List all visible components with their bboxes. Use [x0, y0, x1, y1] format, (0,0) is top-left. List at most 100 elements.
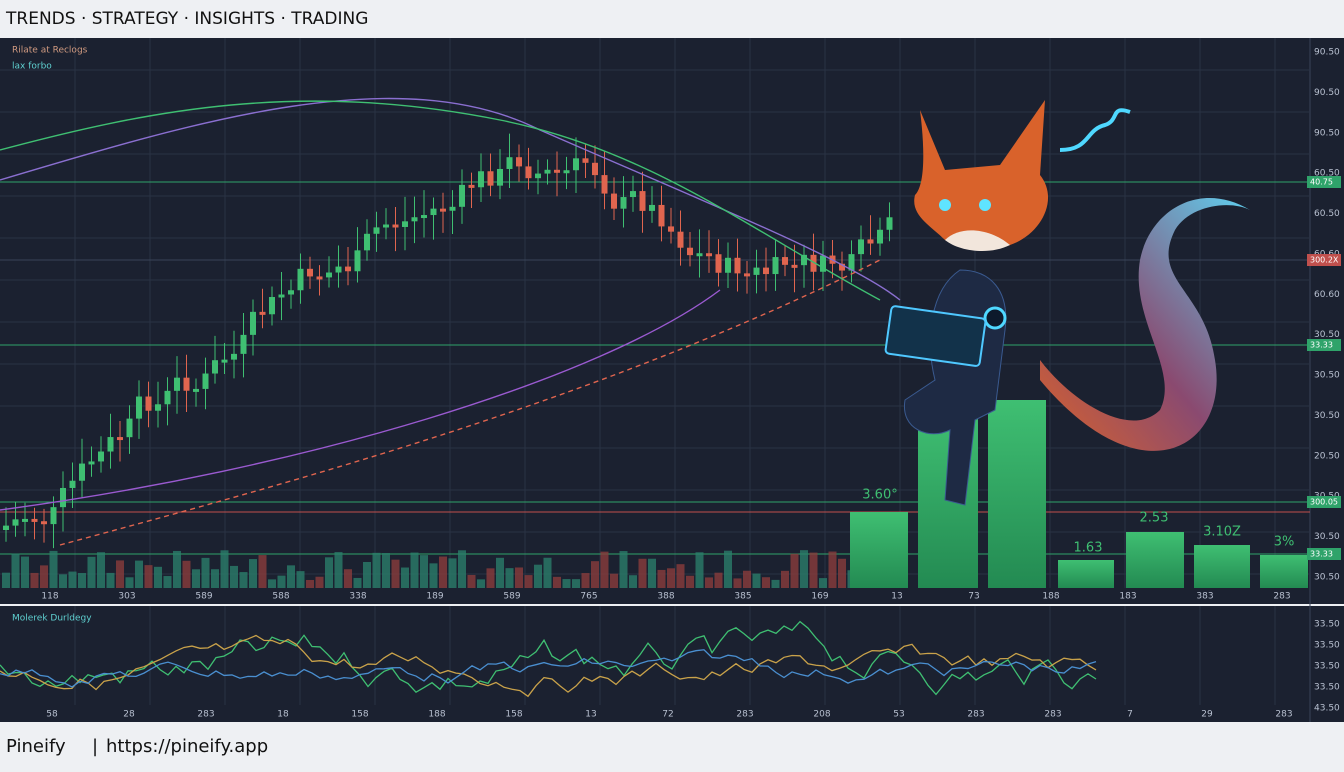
decor-volume [363, 561, 371, 588]
decor-candle [468, 184, 475, 188]
price-tag-label: 40.75 [1310, 178, 1333, 187]
decor-candle [31, 518, 38, 522]
y-tick-label: 60.50 [1314, 169, 1340, 179]
decor-candle [706, 253, 712, 257]
decor-candle [41, 521, 47, 525]
decor-candle [202, 373, 209, 389]
fox-eye [939, 199, 951, 211]
decor-volume [733, 578, 742, 588]
x-tick-label: 72 [662, 710, 673, 720]
decor-volume [638, 558, 647, 588]
decor-volume [705, 577, 713, 588]
decor-volume [543, 557, 552, 588]
decor-volume [68, 571, 77, 588]
x-tick-label: 58 [46, 710, 58, 720]
x-tick-label: 73 [968, 592, 979, 602]
decor-volume [144, 565, 153, 588]
decor-volume [714, 572, 723, 588]
y-tick-label: 30.50 [1314, 371, 1340, 381]
decor-candle [231, 353, 237, 360]
y-tick-label: 60.50 [1314, 209, 1340, 219]
decor-candle [278, 294, 285, 298]
decor-candle [506, 157, 513, 169]
decor-candle [592, 162, 598, 176]
decor-candle [402, 221, 408, 227]
fox-tablet [884, 305, 987, 367]
x-tick-label: 338 [349, 592, 366, 602]
x-tick-label: 283 [967, 710, 984, 720]
decor-volume [78, 573, 86, 588]
x-tick-label: 158 [505, 710, 522, 720]
fox-glow [1059, 108, 1131, 152]
decor-volume [258, 555, 267, 588]
decor-candle [630, 191, 636, 198]
price-tag-label: 300.05 [1310, 498, 1338, 507]
decor-candle [193, 388, 199, 392]
decor-volume [125, 577, 134, 588]
decor-candle [744, 273, 750, 277]
decor-volume [648, 558, 656, 588]
decor-volume [581, 573, 590, 588]
decor-candle [22, 518, 28, 522]
decor-volume [752, 573, 761, 588]
decor-volume [695, 552, 704, 588]
y-tick-label: 30.50 [1314, 573, 1340, 583]
decor-volume [87, 556, 96, 588]
decor-candle [250, 311, 256, 335]
decor-volume [724, 550, 732, 588]
decor-candle [240, 334, 247, 354]
decor-volume [391, 559, 400, 588]
decor-volume [629, 575, 637, 588]
fox-head [914, 100, 1049, 250]
decor-candle [155, 404, 161, 411]
decor-candle [88, 461, 95, 465]
x-tick-label: 7 [1127, 710, 1133, 720]
y-tick-label: 33.50 [1314, 620, 1340, 630]
x-tick-label: 283 [1273, 592, 1290, 602]
decor-volume [420, 555, 428, 588]
decor-candle [573, 158, 579, 171]
decor-candle [136, 396, 142, 419]
decor-volume [534, 564, 542, 588]
decor-candle [497, 168, 503, 186]
decor-candle [164, 390, 171, 405]
decor-candle [582, 158, 589, 163]
decor-volume [572, 579, 580, 588]
footer-brand: Pineify [6, 736, 66, 757]
decor-candle [563, 170, 570, 174]
decor-candle [79, 463, 85, 481]
decor-candle [839, 263, 845, 271]
x-tick-label: 388 [657, 592, 674, 602]
decor-candle [677, 231, 684, 248]
decor-volume [448, 558, 457, 588]
decor-volume [287, 565, 295, 588]
decor-ma [0, 100, 881, 301]
decor-candle [383, 224, 389, 228]
decor-candle [820, 255, 826, 272]
y-tick-label: 33.50 [1314, 641, 1340, 651]
decor-candle [601, 175, 608, 194]
y-tick-label: 60.60 [1314, 290, 1340, 300]
decor-volume [325, 557, 333, 588]
y-tick-label: 30.50 [1314, 532, 1340, 542]
decor-volume [49, 550, 58, 588]
x-tick-label: 208 [813, 710, 830, 720]
decor-candle [611, 193, 617, 209]
decor-volume [600, 551, 609, 588]
decor-candle [544, 169, 551, 174]
decor-candle [858, 239, 864, 255]
decor-volume [667, 568, 675, 588]
x-tick-label: 183 [1119, 592, 1136, 602]
decor-volume [686, 575, 694, 588]
decor-candle [221, 359, 228, 363]
price-tag [1307, 254, 1341, 266]
x-tick-label: 383 [1196, 592, 1213, 602]
decor-volume [97, 552, 105, 588]
decor-volume [486, 568, 495, 588]
decor-candle [763, 267, 769, 275]
decor-volume [809, 552, 818, 588]
decor-volume [353, 577, 362, 588]
x-tick-label: 169 [811, 592, 828, 602]
decor-volume [192, 569, 200, 588]
